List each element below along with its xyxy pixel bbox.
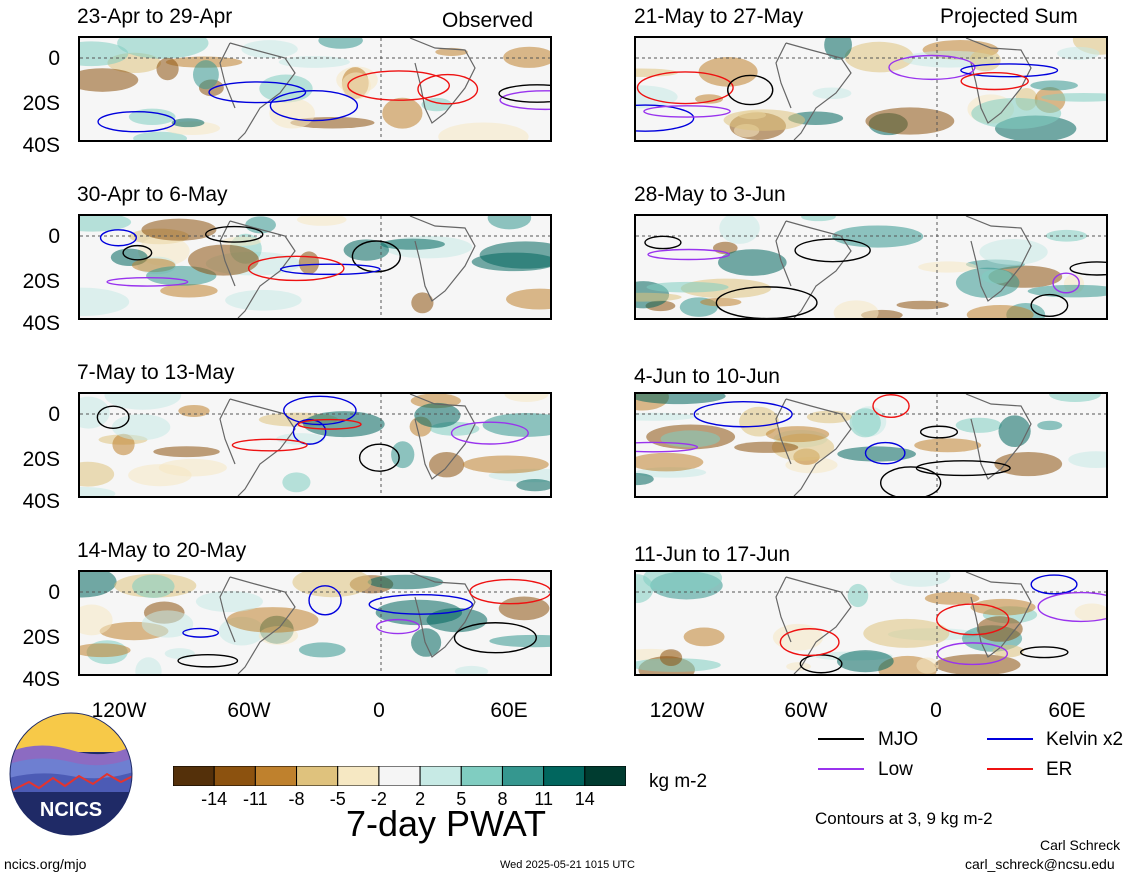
contours-note: Contours at 3, 9 kg m-2: [815, 809, 993, 828]
map-panel-left-1: [78, 36, 552, 142]
map-panel-left-3: [78, 392, 552, 498]
colorbar-tick-label: -2: [370, 789, 387, 809]
panel-title-left-4: 14-May to 20-May: [77, 539, 247, 562]
y-tick-40s-p4: 40S: [22, 668, 60, 691]
colorbar-swatch: [172, 765, 215, 787]
x-tick-120w-left: 120W: [91, 699, 147, 722]
projected-sum-label: Projected Sum: [940, 5, 1078, 28]
colorbar-title: 7-day PWAT: [346, 803, 547, 844]
map-panel-left-4: [78, 570, 552, 676]
colorbar-tick-label: -11: [243, 789, 268, 809]
colorbar: [172, 765, 627, 787]
legend-low-line: [818, 768, 864, 770]
panel-title-left-3: 7-May to 13-May: [77, 361, 235, 384]
x-tick-60e-left: 60E: [490, 699, 528, 722]
y-tick-0-p4: 0: [48, 581, 60, 604]
x-tick-60w-right: 60W: [784, 699, 828, 722]
footer-url[interactable]: ncics.org/mjo: [4, 856, 87, 872]
colorbar-tick-label: 2: [415, 789, 426, 809]
colorbar-swatch: [213, 765, 256, 787]
colorbar-swatch: [419, 765, 462, 787]
legend-low-label: Low: [878, 759, 913, 780]
map-panel-right-1: [634, 36, 1108, 142]
y-tick-20s-p1: 20S: [22, 92, 60, 115]
colorbar-swatch: [337, 765, 380, 787]
x-tick-60w-left: 60W: [227, 699, 271, 722]
map-panel-right-4: [634, 570, 1108, 676]
y-tick-40s-p2: 40S: [22, 312, 60, 335]
map-panel-left-2: [78, 214, 552, 320]
x-tick-120w-right: 120W: [649, 699, 705, 722]
colorbar-units: kg m-2: [649, 771, 708, 792]
legend-kelvin-line: [987, 738, 1033, 740]
colorbar-swatch: [296, 765, 339, 787]
colorbar-swatch: [584, 765, 627, 787]
x-tick-0-left: 0: [373, 699, 385, 722]
footer-author: Carl Schreck: [1040, 837, 1121, 853]
panel-title-left-1: 23-Apr to 29-Apr: [77, 5, 233, 28]
y-tick-20s-p3: 20S: [22, 448, 60, 471]
y-tick-0-p3: 0: [48, 403, 60, 426]
observed-label: Observed: [442, 9, 534, 32]
colorbar-tick-label: 5: [456, 789, 467, 809]
y-tick-0-p2: 0: [48, 225, 60, 248]
panel-title-right-1: 21-May to 27-May: [634, 5, 804, 28]
legend-er-label: ER: [1046, 759, 1073, 780]
legend-kelvin-label: Kelvin x2: [1046, 729, 1124, 750]
panel-title-left-2: 30-Apr to 6-May: [77, 183, 228, 206]
colorbar-swatch: [254, 765, 298, 787]
map-panel-right-2: [634, 214, 1108, 320]
colorbar-tick-label: -8: [288, 789, 305, 809]
colorbar-swatch: [543, 765, 586, 787]
colorbar-tick-label: 14: [574, 789, 595, 809]
colorbar-swatch: [460, 765, 503, 787]
legend-mjo-line: [818, 738, 864, 740]
y-tick-40s-p3: 40S: [22, 490, 60, 513]
x-tick-0-right: 0: [930, 699, 942, 722]
panel-title-right-2: 28-May to 3-Jun: [634, 183, 786, 206]
logo-text: NCICS: [40, 799, 102, 821]
map-panel-right-3: [634, 392, 1108, 498]
y-tick-20s-p2: 20S: [22, 270, 60, 293]
y-tick-40s-p1: 40S: [22, 134, 60, 157]
colorbar-tick-label: 11: [534, 789, 553, 809]
colorbar-tick-label: 8: [497, 789, 508, 809]
colorbar-tick-label: -14: [201, 789, 228, 809]
y-tick-20s-p4: 20S: [22, 626, 60, 649]
y-tick-0-p1: 0: [48, 47, 60, 70]
x-tick-60e-right: 60E: [1048, 699, 1086, 722]
legend-mjo-label: MJO: [878, 729, 919, 750]
colorbar-swatch: [378, 765, 421, 787]
colorbar-swatch: [501, 765, 545, 787]
panel-title-right-3: 4-Jun to 10-Jun: [634, 365, 780, 388]
panel-title-right-4: 11-Jun to 17-Jun: [634, 543, 791, 566]
footer-timestamp: Wed 2025-05-21 1015 UTC: [500, 859, 635, 871]
legend-er-line: [987, 768, 1033, 770]
colorbar-tick-label: -5: [329, 789, 346, 809]
ncics-logo: NCICS: [9, 712, 133, 836]
footer-email[interactable]: carl_schreck@ncsu.edu: [965, 856, 1115, 872]
